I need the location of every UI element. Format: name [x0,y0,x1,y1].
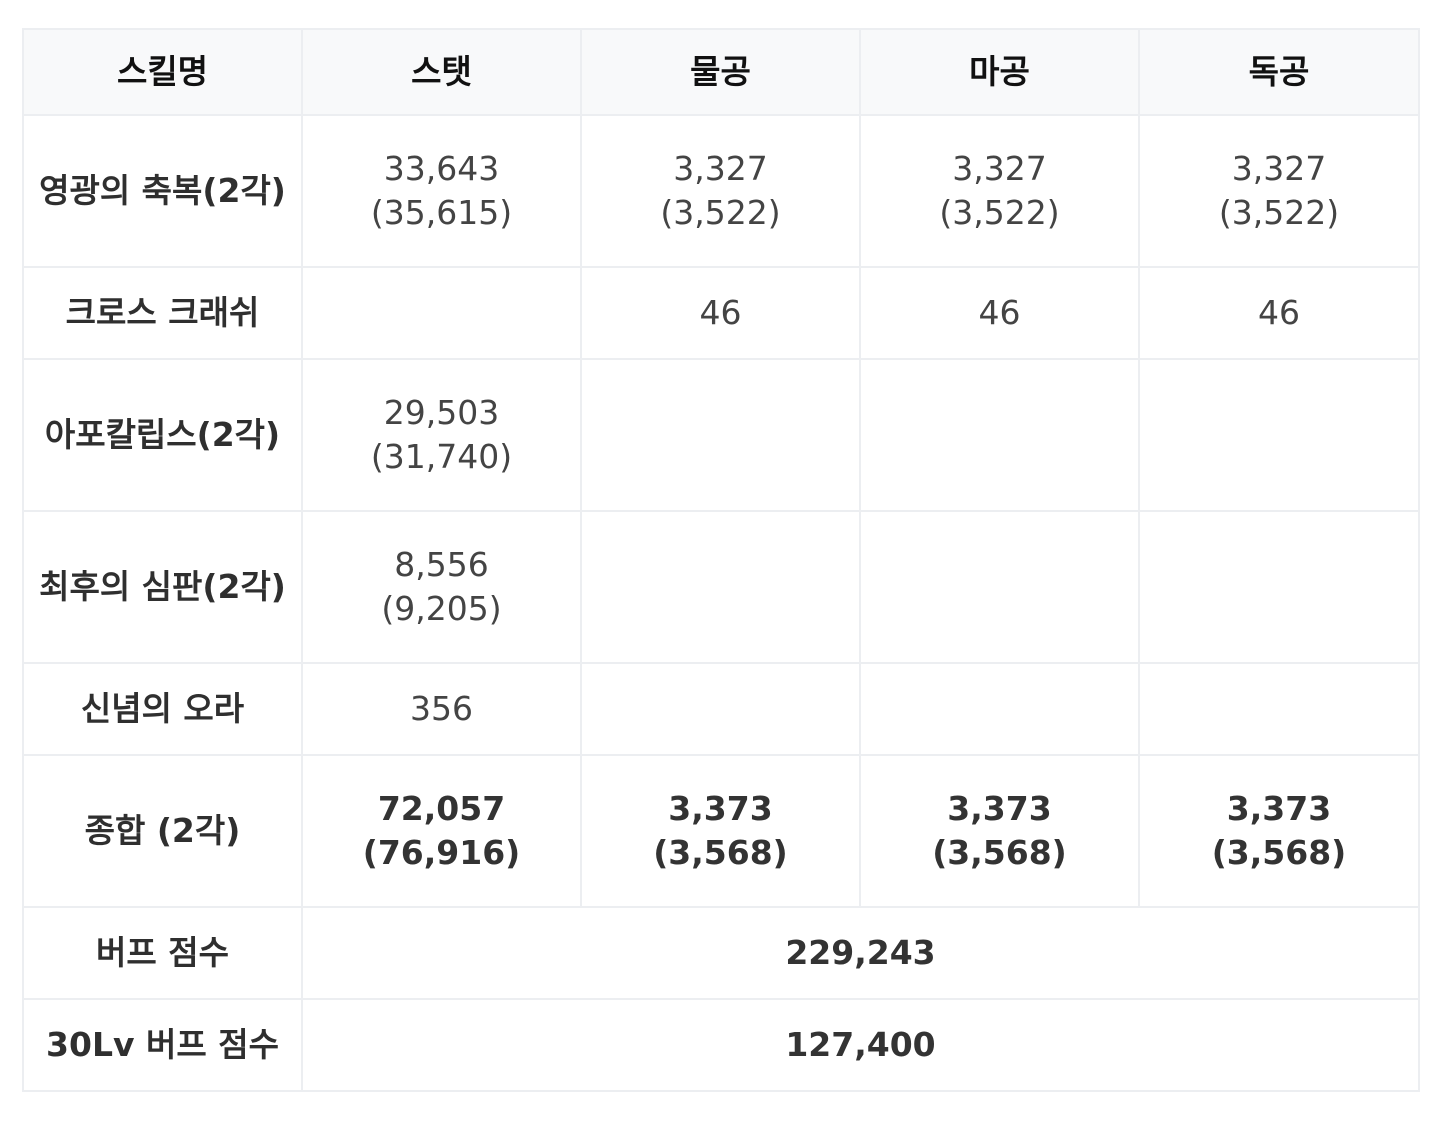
independent-attack-cell [1138,662,1420,756]
independent-attack-cell [1138,358,1420,512]
skill-name-cell: 영광의 축복(2각) [22,114,303,268]
independent-attack-value: 3,373 [1226,789,1332,828]
stat-value-alt: (31,740) [370,437,513,476]
magic-attack-value: 3,373 [947,789,1052,828]
skill-name-cell: 크로스 크래쉬 [22,266,303,360]
physical-attack-value-alt: (3,568) [653,833,788,872]
stat-cell [301,266,582,360]
lv30-buff-score-label: 30Lv 버프 점수 [22,998,303,1092]
skill-name-cell: 신념의 오라 [22,662,303,756]
stat-cell: 8,556 (9,205) [301,510,582,664]
lv30-buff-score-row: 30Lv 버프 점수 127,400 [22,998,1420,1092]
buff-score-value: 229,243 [301,906,1420,1000]
magic-attack-cell [859,358,1140,512]
magic-attack-cell: 3,373 (3,568) [859,754,1140,908]
magic-attack-cell: 46 [859,266,1140,360]
magic-attack-cell [859,510,1140,664]
stat-cell: 29,503 (31,740) [301,358,582,512]
header-independent-attack: 독공 [1138,28,1420,116]
stat-value-alt: (35,615) [370,193,513,232]
buff-score-row: 버프 점수 229,243 [22,906,1420,1000]
header-skill-name: 스킬명 [22,28,303,116]
buff-score-label: 버프 점수 [22,906,303,1000]
table-row-total: 종합 (2각) 72,057 (76,916) 3,373 (3,568) 3,… [22,754,1420,908]
physical-attack-cell [580,358,861,512]
header-stat: 스탯 [301,28,582,116]
independent-attack-value-alt: (3,522) [1218,193,1340,232]
table-row: 크로스 크래쉬 46 46 46 [22,266,1420,360]
stat-value: 29,503 [383,393,500,432]
table-row: 최후의 심판(2각) 8,556 (9,205) [22,510,1420,664]
physical-attack-cell [580,662,861,756]
physical-attack-value: 46 [699,293,742,332]
stat-value: 356 [410,689,473,728]
header-magic-attack: 마공 [859,28,1140,116]
independent-attack-value: 3,327 [1231,149,1327,188]
physical-attack-cell: 46 [580,266,861,360]
physical-attack-value-alt: (3,522) [660,193,781,232]
magic-attack-value: 3,327 [952,149,1047,188]
table-row: 영광의 축복(2각) 33,643 (35,615) 3,327 (3,522)… [22,114,1420,268]
physical-attack-value: 3,327 [673,149,768,188]
magic-attack-cell: 3,327 (3,522) [859,114,1140,268]
stat-value-alt: (9,205) [381,589,502,628]
stat-value: 72,057 [377,789,506,828]
physical-attack-cell [580,510,861,664]
buff-score-table: 스킬명 스탯 물공 마공 독공 영광의 축복(2각) 33,643 (35,61… [22,28,1420,1092]
stat-value: 8,556 [394,545,489,584]
independent-attack-cell: 3,327 (3,522) [1138,114,1420,268]
independent-attack-value: 46 [1258,293,1300,332]
stat-value-alt: (76,916) [362,833,521,872]
independent-attack-cell: 3,373 (3,568) [1138,754,1420,908]
magic-attack-value-alt: (3,568) [932,833,1067,872]
table-header-row: 스킬명 스탯 물공 마공 독공 [22,28,1420,116]
magic-attack-value-alt: (3,522) [939,193,1060,232]
skill-name-cell: 아포칼립스(2각) [22,358,303,512]
table-row: 아포칼립스(2각) 29,503 (31,740) [22,358,1420,512]
header-physical-attack: 물공 [580,28,861,116]
stat-cell: 356 [301,662,582,756]
stat-value: 33,643 [383,149,500,188]
skill-name-cell: 최후의 심판(2각) [22,510,303,664]
independent-attack-cell [1138,510,1420,664]
skill-name-cell: 종합 (2각) [22,754,303,908]
independent-attack-value-alt: (3,568) [1211,833,1347,872]
physical-attack-value: 3,373 [668,789,773,828]
physical-attack-cell: 3,327 (3,522) [580,114,861,268]
stat-cell: 72,057 (76,916) [301,754,582,908]
lv30-buff-score-value: 127,400 [301,998,1420,1092]
table-row: 신념의 오라 356 [22,662,1420,756]
magic-attack-value: 46 [978,293,1021,332]
stat-cell: 33,643 (35,615) [301,114,582,268]
independent-attack-cell: 46 [1138,266,1420,360]
magic-attack-cell [859,662,1140,756]
physical-attack-cell: 3,373 (3,568) [580,754,861,908]
